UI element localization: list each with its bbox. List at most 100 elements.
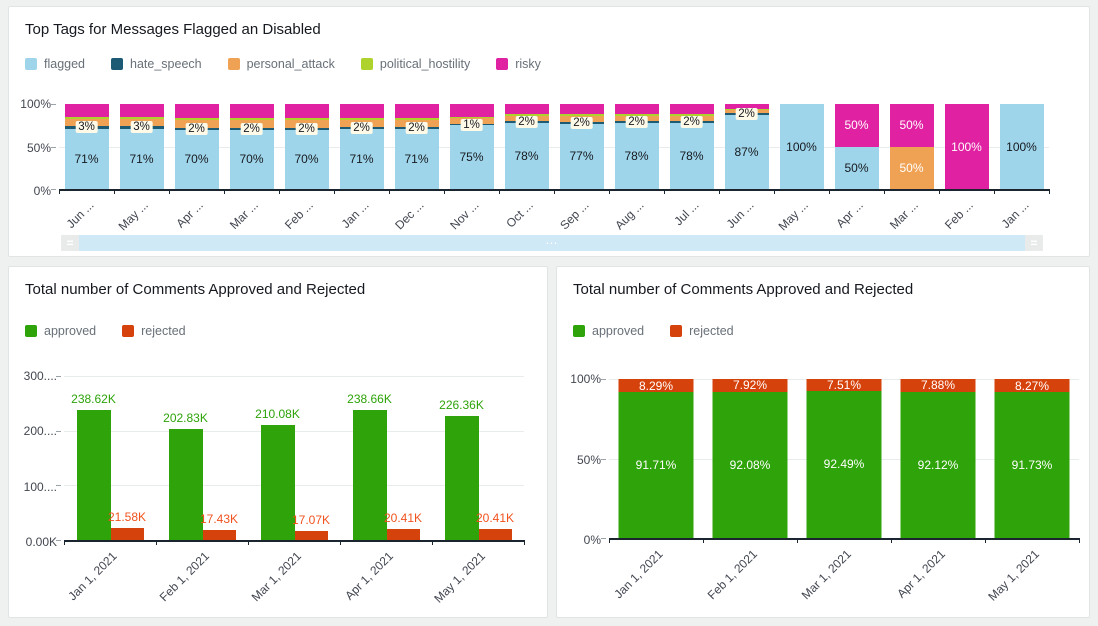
segment-political_hostility[interactable] — [449, 116, 494, 119]
scrollbar-right-handle-icon[interactable]: = — [1025, 235, 1043, 251]
legend-item-approved[interactable]: approved — [25, 324, 96, 338]
segment-rejected[interactable] — [994, 379, 1070, 393]
stacked-bar[interactable]: 50% 50% — [889, 104, 934, 189]
bar-rejected[interactable]: 21.58K — [108, 510, 146, 540]
segment-rejected[interactable] — [618, 379, 694, 393]
segment-flagged[interactable] — [64, 128, 109, 189]
segment-political_hostility[interactable] — [559, 114, 604, 116]
stacked-bar[interactable]: 92.12% 7.88% — [900, 378, 976, 538]
segment-rejected[interactable] — [900, 379, 976, 392]
legend-item-approved[interactable]: approved — [573, 324, 644, 338]
segment-risky[interactable] — [119, 104, 164, 117]
segment-flagged[interactable] — [724, 115, 769, 189]
legend-item-political_hostility[interactable]: political_hostility — [360, 57, 470, 71]
segment-approved[interactable] — [806, 390, 882, 538]
stacked-bar[interactable]: 71% 2% — [339, 104, 384, 189]
segment-risky[interactable] — [724, 104, 769, 110]
stacked-bar[interactable]: 70% 2% — [284, 104, 329, 189]
segment-risky[interactable] — [394, 104, 439, 118]
scrollbar-left-handle-icon[interactable]: = — [61, 235, 79, 251]
stacked-bar[interactable]: 70% 2% — [174, 104, 219, 189]
legend-item-personal_attack[interactable]: personal_attack — [227, 57, 335, 71]
stacked-bar[interactable]: 77% 2% — [559, 104, 604, 189]
segment-flagged[interactable] — [284, 129, 329, 189]
segment-political_hostility[interactable] — [669, 114, 714, 116]
stacked-bar[interactable]: 100% — [779, 104, 824, 189]
stacked-bar[interactable]: 71% 3% — [64, 104, 109, 189]
segment-flagged[interactable] — [504, 122, 549, 189]
segment-political_hostility[interactable] — [119, 116, 164, 120]
legend-item-flagged[interactable]: flagged — [25, 57, 85, 71]
segment-flagged[interactable] — [339, 128, 384, 189]
segment-political_hostility[interactable] — [504, 114, 549, 116]
segment-flagged[interactable] — [229, 129, 274, 189]
stacked-bar[interactable]: 78% 2% — [614, 104, 659, 189]
segment-risky[interactable] — [614, 104, 659, 115]
segment-risky[interactable] — [284, 104, 329, 118]
segment-rejected[interactable] — [806, 379, 882, 391]
segment-risky[interactable] — [944, 104, 989, 189]
segment-flagged[interactable] — [614, 122, 659, 189]
segment-approved[interactable] — [994, 392, 1070, 538]
legend-item-rejected[interactable]: rejected — [670, 324, 734, 338]
segment-approved[interactable] — [712, 391, 788, 538]
segment-political_hostility[interactable] — [614, 114, 659, 116]
stacked-bar[interactable]: 78% 2% — [669, 104, 714, 189]
stacked-bar[interactable]: 92.49% 7.51% — [806, 378, 882, 538]
stacked-bar[interactable]: 100% — [944, 104, 989, 189]
segment-flagged[interactable] — [559, 123, 604, 189]
stacked-bar[interactable]: 100% — [999, 104, 1044, 189]
stacked-bar[interactable]: 75% 1% — [449, 104, 494, 189]
segment-political_hostility[interactable] — [394, 117, 439, 121]
segment-risky[interactable] — [174, 104, 219, 118]
segment-risky[interactable] — [559, 104, 604, 115]
stacked-bar[interactable]: 71% 2% — [394, 104, 439, 189]
stacked-bar[interactable]: 70% 2% — [229, 104, 274, 189]
segment-risky[interactable] — [339, 104, 384, 118]
chart-scrollbar[interactable]: = ⋯ = — [61, 235, 1043, 251]
segment-flagged[interactable] — [119, 128, 164, 189]
segment-risky[interactable] — [669, 104, 714, 115]
segment-risky[interactable] — [229, 104, 274, 118]
segment-risky[interactable] — [449, 104, 494, 117]
segment-flagged[interactable] — [779, 104, 824, 189]
scrollbar-selected-range[interactable]: ⋯ — [79, 235, 1025, 251]
segment-political_hostility[interactable] — [174, 117, 219, 121]
segment-political_hostility[interactable] — [64, 116, 109, 120]
stacked-bar[interactable]: 91.73% 8.27% — [994, 379, 1070, 538]
segment-flagged[interactable] — [174, 129, 219, 189]
stacked-bar[interactable]: 91.71% 8.29% — [618, 379, 694, 538]
segment-flagged[interactable] — [834, 146, 879, 189]
segment-personal_attack[interactable] — [889, 146, 934, 189]
segment-risky[interactable] — [889, 104, 934, 147]
bar-rejected[interactable]: 20.41K — [476, 511, 514, 540]
segment-approved[interactable] — [618, 392, 694, 538]
segment-flagged[interactable] — [999, 104, 1044, 189]
bar-approved[interactable]: 202.83K — [163, 411, 208, 540]
stacked-bar[interactable]: 78% 2% — [504, 104, 549, 189]
segment-political_hostility[interactable] — [284, 117, 329, 121]
bar-approved[interactable]: 238.62K — [71, 392, 116, 540]
legend-item-rejected[interactable]: rejected — [122, 324, 186, 338]
stacked-bar[interactable]: 92.08% 7.92% — [712, 378, 788, 538]
bar-rejected[interactable]: 17.43K — [200, 512, 238, 540]
bar-approved[interactable]: 226.36K — [439, 398, 484, 540]
bar-rejected[interactable]: 17.07K — [292, 513, 330, 540]
segment-political_hostility[interactable] — [339, 117, 384, 121]
segment-flagged[interactable] — [449, 125, 494, 189]
stacked-bar[interactable]: 50% 50% — [834, 104, 879, 189]
legend-item-hate_speech[interactable]: hate_speech — [111, 57, 202, 71]
segment-flagged[interactable] — [669, 122, 714, 189]
bar-rejected[interactable]: 20.41K — [384, 511, 422, 540]
segment-rejected[interactable] — [712, 379, 788, 392]
stacked-bar[interactable]: 71% 3% — [119, 104, 164, 189]
bar-approved[interactable]: 238.66K — [347, 392, 392, 540]
segment-risky[interactable] — [834, 104, 879, 147]
segment-approved[interactable] — [900, 391, 976, 538]
bar-approved[interactable]: 210.08K — [255, 407, 300, 540]
legend-item-risky[interactable]: risky — [496, 57, 541, 71]
segment-risky[interactable] — [504, 104, 549, 115]
stacked-bar[interactable]: 87% 2% — [724, 104, 769, 189]
segment-flagged[interactable] — [394, 128, 439, 189]
segment-political_hostility[interactable] — [229, 117, 274, 121]
